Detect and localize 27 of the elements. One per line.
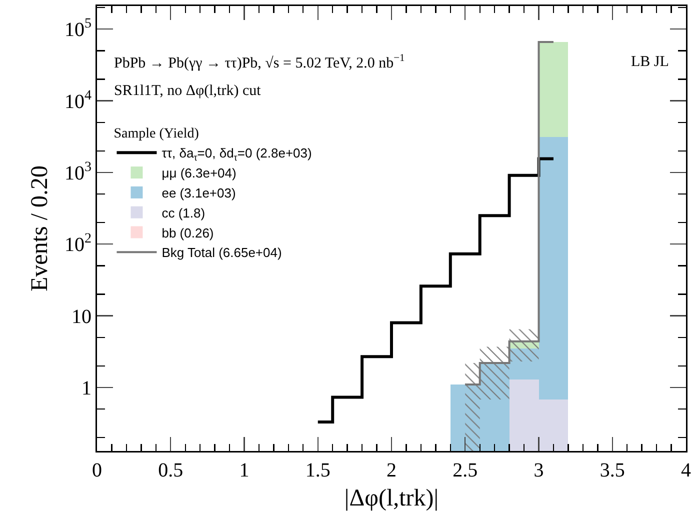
y-axis-title: Events / 0.20 bbox=[26, 166, 53, 292]
y-tick-label: 1 bbox=[82, 377, 92, 400]
y-tick-label: 10$^{5}$ bbox=[64, 16, 92, 42]
legend-label: bb (0.26) bbox=[162, 225, 214, 240]
legend-label: ee (3.1e+03) bbox=[162, 185, 236, 200]
x-tick-label: 1.5 bbox=[305, 460, 330, 482]
x-tick-label: 0 bbox=[92, 460, 102, 482]
legend-title: Sample (Yield) bbox=[114, 126, 200, 142]
x-tick-label: 2.5 bbox=[452, 460, 478, 482]
legend-label: cc (1.8) bbox=[162, 205, 206, 220]
legend-label: ττ, δa$_{τ}$=0, δd$_{τ}$=0 (2.8e+03) bbox=[162, 146, 312, 162]
x-tick-label: 2 bbox=[386, 460, 396, 482]
y-tick-label: 10 bbox=[72, 306, 92, 328]
y-tick-label: 10$^{2}$ bbox=[64, 232, 92, 256]
text: PbPb → Pb(γγ → ττ)Pb, √s = 5.02 TeV, 2.0 nb$^{−1}$ bbox=[114, 53, 405, 72]
y-tick-label: 10$^{3}$ bbox=[64, 160, 92, 184]
x-tick-label: 0.5 bbox=[158, 460, 184, 482]
x-axis-title: |Δφ(l,trk)| bbox=[344, 486, 439, 512]
x-tick-label: 3 bbox=[534, 460, 544, 482]
x-tick-label: 3.5 bbox=[600, 460, 625, 482]
annotation: LB JL bbox=[631, 54, 669, 70]
x-tick-label: 4 bbox=[681, 460, 691, 482]
legend-label: μμ (6.3e+04) bbox=[162, 166, 236, 181]
legend-label: Bkg Total (6.65e+04) bbox=[162, 245, 282, 260]
y-tick-label: 10$^{4}$ bbox=[64, 88, 92, 113]
text: SR1l1T, no Δφ(l,trk) cut bbox=[114, 83, 262, 99]
x-tick-label: 1 bbox=[239, 460, 250, 482]
